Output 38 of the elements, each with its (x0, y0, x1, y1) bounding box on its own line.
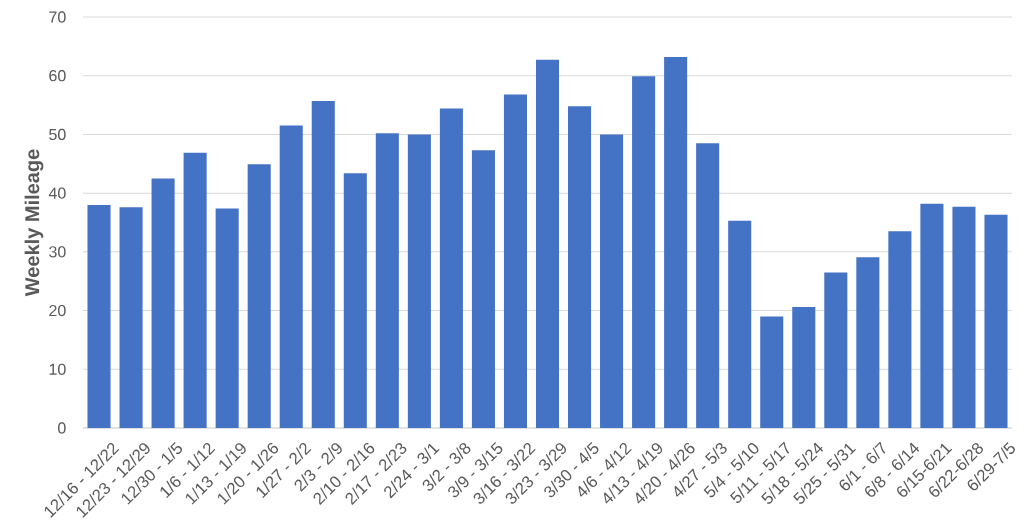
bar (824, 272, 848, 428)
y-axis-title: Weekly Mileage (24, 149, 44, 297)
bar (984, 214, 1008, 428)
y-tick-label: 30 (49, 246, 66, 258)
y-tick-label: 10 (49, 363, 66, 375)
bar (343, 173, 367, 428)
y-tick-label: 70 (49, 11, 66, 23)
y-tick-label: 0 (58, 422, 66, 434)
bar (888, 231, 912, 428)
bar (792, 307, 816, 428)
bar (760, 316, 784, 428)
bar (568, 106, 592, 428)
bar (247, 164, 271, 428)
y-tick-label: 50 (49, 128, 66, 141)
y-tick-label: 60 (49, 70, 66, 82)
y-tick-label: 20 (49, 304, 66, 317)
bar (151, 178, 175, 428)
bar (119, 207, 143, 428)
bar (728, 220, 752, 428)
bar (632, 76, 656, 428)
bar (535, 59, 560, 428)
bar (952, 206, 976, 428)
bar (279, 125, 303, 428)
y-tick-label: 40 (48, 187, 66, 199)
bar (183, 152, 207, 428)
bar (856, 257, 880, 428)
bar (87, 204, 111, 428)
bar (439, 108, 463, 428)
bar (215, 208, 239, 428)
bar (664, 56, 688, 428)
bar (471, 150, 495, 428)
bar (600, 134, 624, 428)
bar (696, 143, 720, 428)
bar (375, 133, 399, 428)
bar (311, 100, 335, 428)
bar (503, 94, 527, 428)
bar (920, 203, 944, 428)
bar (407, 134, 431, 428)
